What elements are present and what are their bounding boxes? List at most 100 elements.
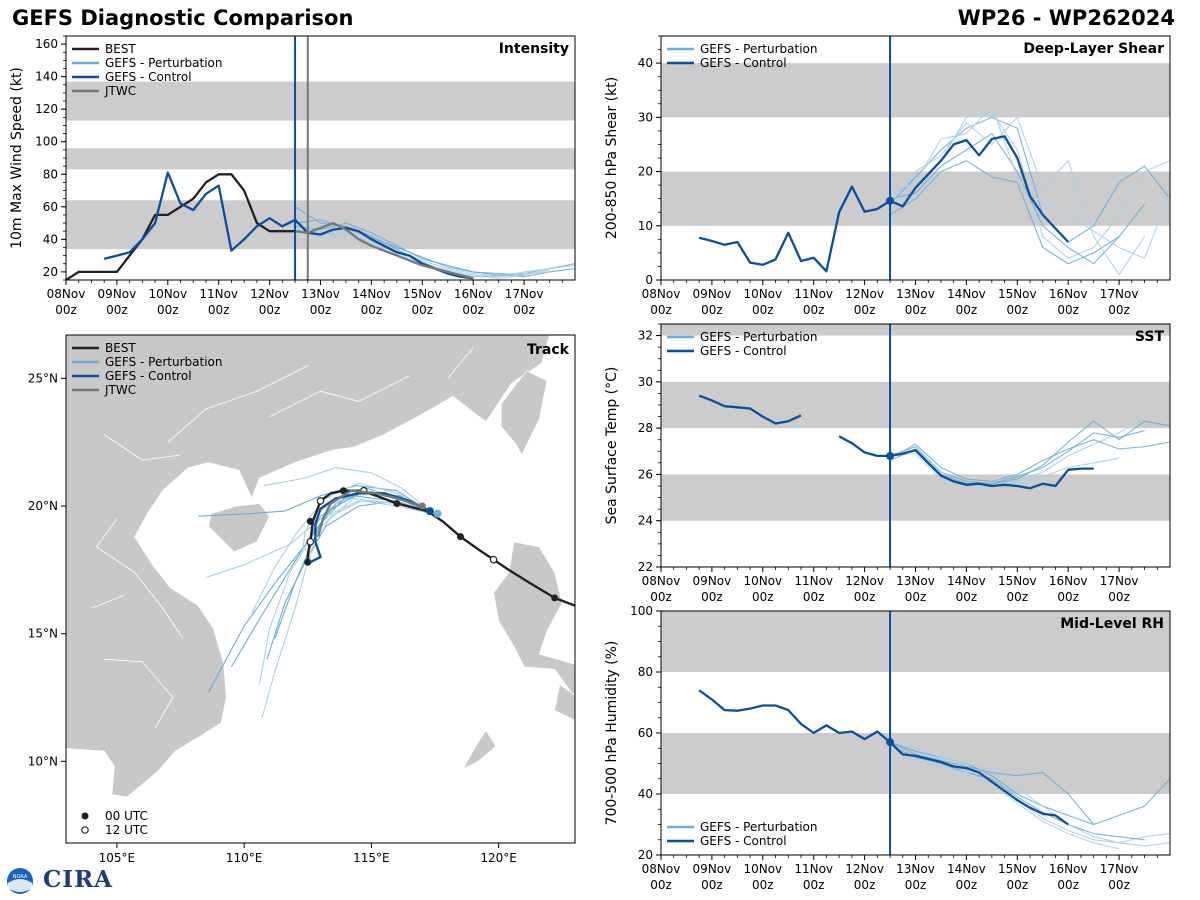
- perturbation-member-line: [889, 160, 1120, 265]
- best-track-00utc-marker: [339, 487, 347, 495]
- x-tick-hour-label: 00z: [752, 303, 774, 317]
- y-axis-label: 200-850 hPa Shear (kt): [604, 77, 620, 239]
- perturbation-member-line: [294, 219, 575, 278]
- x-tick-day-label: 09Nov: [693, 287, 732, 301]
- best-track-00utc-marker: [304, 558, 312, 566]
- x-tick-day-label: 10Nov: [743, 287, 782, 301]
- legend-label: BEST: [105, 341, 136, 355]
- y-tick-label: 26: [638, 467, 653, 481]
- lat-tick-label: 20°N: [28, 499, 58, 513]
- x-tick-day-label: 13Nov: [896, 287, 935, 301]
- x-tick-hour-label: 00z: [650, 590, 672, 604]
- x-tick-day-label: 08Nov: [642, 862, 681, 876]
- best-track-00utc-marker: [456, 533, 464, 541]
- x-tick-hour-label: 00z: [208, 303, 230, 317]
- lon-tick-label: 110°E: [226, 851, 263, 865]
- x-tick-day-label: 15Nov: [403, 287, 442, 301]
- noaa-logo-text: NOAA: [13, 874, 28, 880]
- shaded-band: [661, 733, 1170, 794]
- x-tick-day-label: 14Nov: [947, 287, 986, 301]
- x-tick-hour-label: 00z: [803, 303, 825, 317]
- lat-tick-label: 10°N: [28, 754, 58, 768]
- x-tick-hour-label: 00z: [513, 303, 535, 317]
- mainland-landmass: [66, 335, 550, 798]
- x-tick-day-label: 15Nov: [998, 574, 1037, 588]
- shaded-band: [661, 611, 1170, 672]
- plot-frame: [65, 334, 576, 844]
- gefs-control-line: [698, 394, 802, 425]
- x-tick-day-label: 16Nov: [1049, 287, 1088, 301]
- x-tick-day-label: 08Nov: [47, 287, 86, 301]
- x-tick-hour-label: 00z: [650, 878, 672, 892]
- cira-logo-text: CIRA: [43, 866, 114, 893]
- perturbation-member-line: [889, 116, 1170, 243]
- best-track-12utc-marker: [489, 555, 498, 564]
- legend-label: GEFS - Control: [700, 56, 787, 70]
- lat-tick-label: 25°N: [28, 371, 58, 385]
- perturbation-member-line: [889, 420, 1170, 485]
- lon-tick-label: 120°E: [480, 851, 517, 865]
- gefs-control-line: [698, 135, 1070, 273]
- legend-label: JTWC: [104, 383, 136, 397]
- noaa-cira-logo: NOAA: [7, 868, 33, 894]
- legend-label: GEFS - Perturbation: [105, 355, 222, 369]
- shear-panel: 0 10 20 30 40 08Nov 00z 09Nov 00z 10Nov 00z 11Nov 00…: [604, 35, 1171, 317]
- perturbation-member-line: [889, 116, 1145, 276]
- y-tick-label: 100: [630, 604, 653, 618]
- x-tick-day-label: 17Nov: [505, 287, 544, 301]
- x-tick-day-label: 17Nov: [1100, 287, 1139, 301]
- x-tick-hour-label: 00z: [905, 303, 927, 317]
- panel-title: SST: [1135, 329, 1165, 345]
- x-tick-hour-label: 00z: [803, 878, 825, 892]
- x-tick-hour-label: 00z: [1007, 878, 1029, 892]
- legend-label: 00 UTC: [105, 809, 148, 823]
- perturbation-member-line: [889, 744, 1145, 841]
- best-track-00utc-marker: [306, 517, 314, 525]
- x-tick-day-label: 10Nov: [148, 287, 187, 301]
- perturbation-start-marker: [433, 509, 442, 518]
- legend-label: GEFS - Perturbation: [105, 56, 222, 70]
- x-tick-day-label: 15Nov: [998, 287, 1037, 301]
- y-tick-label: 20: [638, 165, 653, 179]
- x-tick-day-label: 12Nov: [845, 574, 884, 588]
- y-tick-label: 40: [638, 56, 653, 70]
- perturbation-track-line: [264, 467, 433, 515]
- x-tick-day-label: 12Nov: [250, 287, 289, 301]
- gefs-control-line: [698, 689, 1069, 826]
- legend-label: GEFS - Perturbation: [700, 330, 817, 344]
- analysis-point-marker: [886, 738, 895, 747]
- x-tick-hour-label: 00z: [905, 878, 927, 892]
- x-tick-hour-label: 00z: [1007, 303, 1029, 317]
- y-tick-label: 80: [638, 665, 653, 679]
- x-tick-day-label: 14Nov: [352, 287, 391, 301]
- y-tick-label: 10: [638, 219, 653, 233]
- boundary-line: [269, 375, 410, 418]
- x-tick-hour-label: 00z: [1057, 303, 1079, 317]
- x-tick-day-label: 12Nov: [845, 287, 884, 301]
- x-tick-hour-label: 00z: [462, 303, 484, 317]
- x-tick-day-label: 12Nov: [845, 862, 884, 876]
- boundary-line: [104, 658, 174, 729]
- palawan-island: [462, 729, 497, 770]
- y-tick-label: 120: [35, 102, 58, 116]
- perturbation-track-line: [261, 500, 433, 719]
- y-axis-label: 700-500 hPa Humidity (%): [604, 641, 620, 826]
- x-tick-hour-label: 00z: [361, 303, 383, 317]
- legend-label: GEFS - Control: [700, 344, 787, 358]
- best-track-00utc-marker: [393, 499, 401, 507]
- x-tick-hour-label: 00z: [803, 590, 825, 604]
- shaded-band: [66, 200, 575, 250]
- x-tick-day-label: 11Nov: [199, 287, 238, 301]
- plot-frame: [660, 323, 1171, 568]
- x-tick-hour-label: 00z: [106, 303, 128, 317]
- jtwc-line: [294, 221, 474, 280]
- y-tick-label: 30: [638, 110, 653, 124]
- sst-panel: 22 24 26 28 30 32 08Nov 00z 09Nov 00z 10Nov 00z 11No…: [604, 323, 1171, 604]
- x-tick-hour-label: 00z: [854, 303, 876, 317]
- y-tick-label: 20: [43, 265, 58, 279]
- y-tick-label: 60: [638, 726, 653, 740]
- jtwc-start-marker: [418, 502, 426, 510]
- boundary-line: [95, 518, 184, 640]
- luzon-island: [493, 541, 575, 699]
